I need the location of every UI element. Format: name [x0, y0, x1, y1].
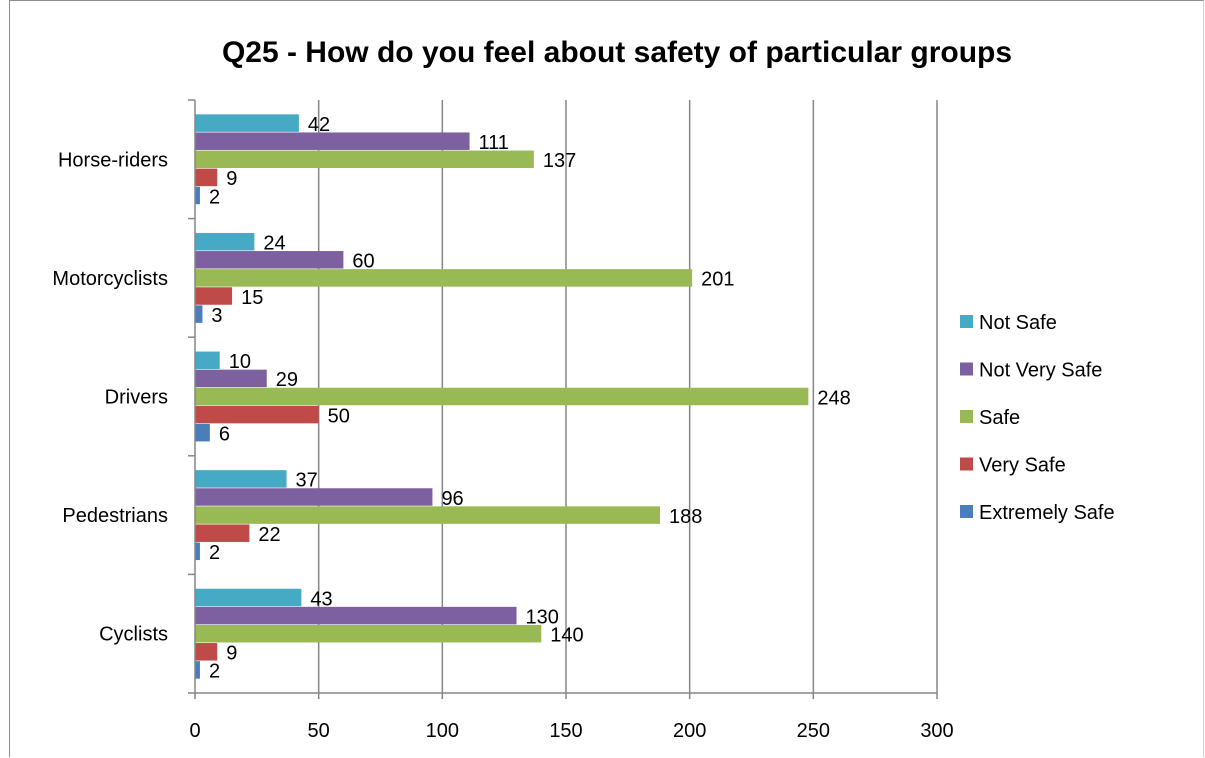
x-tick-label: 250 — [797, 720, 830, 742]
category-label: Drivers — [105, 387, 168, 409]
data-label: 2 — [209, 542, 220, 564]
bar — [195, 150, 534, 169]
x-tick-label: 150 — [549, 720, 582, 742]
data-label: 201 — [701, 269, 734, 291]
bar — [195, 542, 200, 561]
legend-label: Extremely Safe — [979, 502, 1115, 524]
data-label: 43 — [310, 588, 332, 610]
legend-label: Not Very Safe — [979, 360, 1102, 382]
legend-swatch — [960, 410, 973, 423]
bar — [195, 186, 200, 205]
data-label: 96 — [441, 488, 463, 510]
data-label: 22 — [258, 524, 280, 546]
data-label: 3 — [211, 305, 222, 327]
x-tick-label: 50 — [308, 720, 330, 742]
data-label: 50 — [328, 405, 350, 427]
data-label: 42 — [308, 114, 330, 136]
category-label: Pedestrians — [62, 505, 168, 527]
data-label: 137 — [543, 150, 576, 172]
bar — [195, 387, 809, 406]
category-label: Motorcyclists — [52, 268, 168, 290]
legend-swatch — [960, 505, 973, 518]
bar — [195, 423, 210, 442]
data-label: 2 — [209, 661, 220, 683]
bar — [195, 369, 267, 388]
bar — [195, 305, 203, 323]
legend-swatch — [960, 457, 973, 471]
legend-swatch — [960, 315, 973, 328]
bar — [195, 643, 218, 661]
data-label: 24 — [263, 232, 285, 254]
bar — [195, 588, 302, 607]
category-label: Cyclists — [99, 624, 168, 646]
data-label: 140 — [550, 624, 583, 646]
data-label: 9 — [226, 643, 237, 665]
data-label: 6 — [219, 423, 230, 445]
data-label: 188 — [669, 506, 702, 528]
data-label: 37 — [296, 470, 318, 492]
bar — [195, 470, 287, 488]
bar — [195, 132, 470, 150]
bar — [195, 506, 660, 524]
chart-frame — [9, 0, 1204, 757]
legend-label: Not Safe — [979, 312, 1057, 334]
chart-title: Q25 - How do you feel about safety of pa… — [222, 36, 1012, 69]
bar — [195, 269, 693, 287]
data-label: 2 — [209, 186, 220, 208]
bar — [195, 488, 433, 506]
bar — [195, 287, 233, 305]
data-label: 60 — [352, 251, 374, 273]
x-tick-label: 300 — [920, 720, 953, 742]
bar — [195, 251, 344, 269]
data-label: 130 — [526, 606, 559, 628]
bar — [195, 606, 517, 625]
data-label: 15 — [241, 287, 263, 309]
bar — [195, 351, 220, 370]
bar — [195, 232, 255, 251]
bar — [195, 661, 200, 679]
x-tick-label: 100 — [426, 720, 459, 742]
legend-label: Very Safe — [979, 455, 1066, 477]
legend-swatch — [960, 362, 973, 376]
data-label: 111 — [479, 132, 509, 154]
bar — [195, 405, 319, 424]
bar — [195, 114, 299, 132]
data-label: 10 — [229, 351, 251, 373]
data-label: 29 — [276, 369, 298, 391]
data-label: 248 — [817, 387, 850, 409]
data-label: 9 — [226, 168, 237, 190]
x-tick-label: 0 — [189, 720, 200, 742]
bar — [195, 624, 542, 643]
bar — [195, 168, 218, 187]
bar — [195, 524, 250, 542]
legend-label: Safe — [979, 407, 1020, 429]
x-tick-label: 200 — [673, 720, 706, 742]
category-label: Horse-riders — [58, 149, 168, 171]
